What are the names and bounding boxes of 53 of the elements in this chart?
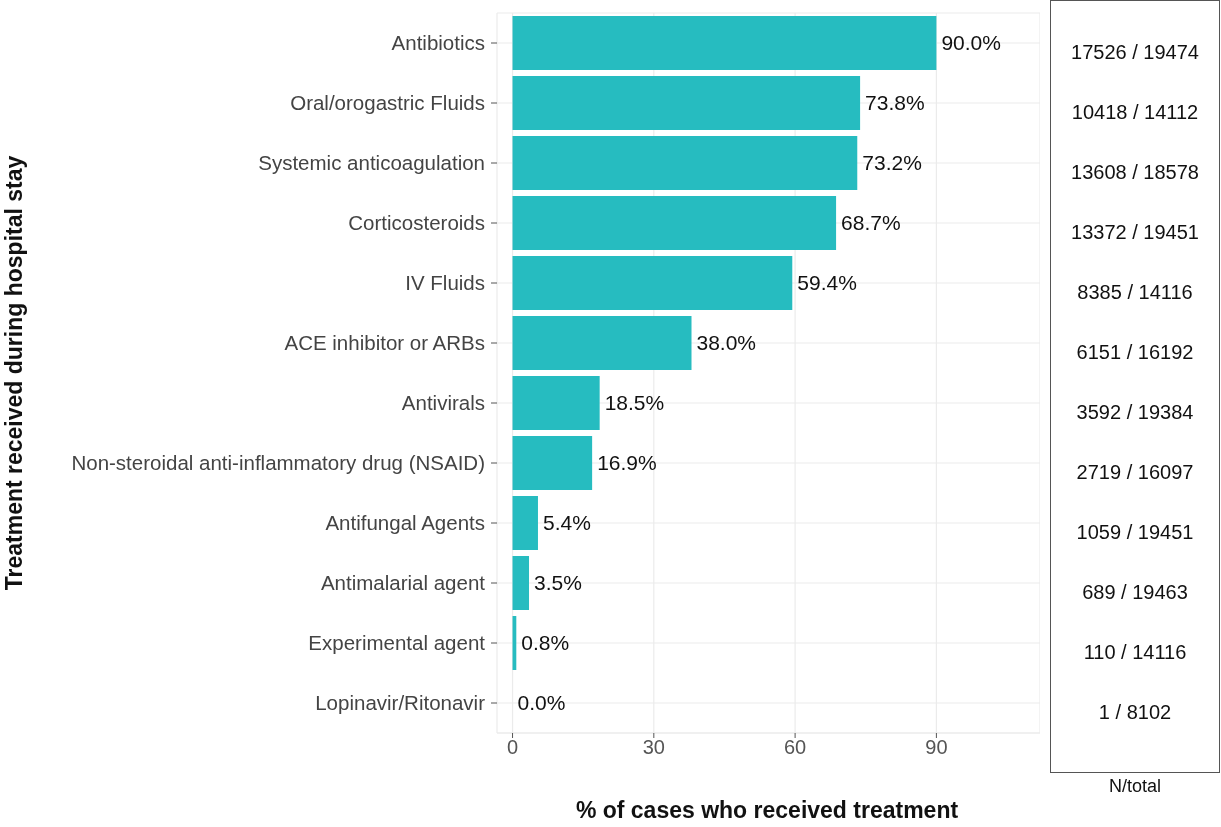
x-tick-label: 0 bbox=[506, 736, 519, 759]
data-label: 73.8% bbox=[865, 91, 925, 115]
text: 13608 / 18578 bbox=[1070, 160, 1200, 184]
bar bbox=[512, 436, 593, 490]
data-label: 59.4% bbox=[797, 271, 857, 295]
text: 110 / 14116 bbox=[1082, 640, 1188, 664]
x-tick-label: 90 bbox=[925, 736, 948, 759]
y-tick-label: IV Fluids bbox=[405, 271, 485, 295]
data-label: 5.4% bbox=[542, 511, 591, 535]
bar bbox=[512, 316, 692, 370]
y-tick-label: Corticosteroids bbox=[348, 211, 485, 235]
text: 2719 / 16097 bbox=[1075, 460, 1195, 484]
bar bbox=[512, 376, 600, 430]
text: 689 / 19463 bbox=[1081, 580, 1189, 604]
bar bbox=[512, 136, 858, 190]
data-label: 68.7% bbox=[841, 211, 901, 235]
y-tick-label: ACE inhibitor or ARBs bbox=[284, 331, 485, 355]
text: 1059 / 19451 bbox=[1075, 520, 1195, 544]
data-label: 3.5% bbox=[534, 571, 582, 595]
text: 17526 / 19474 bbox=[1070, 40, 1200, 64]
text: N/total bbox=[1108, 776, 1162, 797]
y-tick-label: Lopinavir/Ritonavir bbox=[315, 691, 486, 715]
y-tick-label: Antivirals bbox=[401, 391, 485, 415]
data-label: 90.0% bbox=[941, 31, 1001, 55]
x-tick-label: 60 bbox=[783, 736, 807, 759]
y-tick-label: Oral/orogastric Fluids bbox=[290, 91, 485, 115]
bar bbox=[512, 76, 861, 130]
data-label: 0.8% bbox=[521, 631, 570, 655]
bar bbox=[512, 16, 937, 70]
data-label: 38.0% bbox=[696, 331, 757, 355]
y-tick-label: Non-steroidal anti-inflammatory drug (NSAID) bbox=[71, 451, 485, 475]
data-label: 0.0% bbox=[517, 691, 566, 715]
y-axis-title: Treatment received during hospital stay bbox=[1, 155, 28, 591]
bar bbox=[512, 496, 538, 550]
text: 3592 / 19384 bbox=[1075, 400, 1195, 424]
y-tick-label: Antimalarial agent bbox=[320, 571, 486, 595]
text: 13372 / 19451 bbox=[1070, 220, 1200, 244]
y-tick-label: Systemic anticoagulation bbox=[258, 151, 485, 175]
x-axis-title: % of cases who received treatment bbox=[574, 797, 960, 824]
bar bbox=[512, 256, 793, 310]
y-tick-label: Antifungal Agents bbox=[325, 511, 485, 535]
y-tick-label: Antibiotics bbox=[391, 31, 485, 55]
bar bbox=[512, 196, 837, 250]
data-label: 16.9% bbox=[597, 451, 657, 475]
text: 8385 / 14116 bbox=[1076, 280, 1194, 304]
bar bbox=[512, 556, 530, 610]
text: 1 / 8102 bbox=[1097, 700, 1173, 724]
data-label: 18.5% bbox=[604, 391, 665, 415]
y-tick-label: Experimental agent bbox=[308, 631, 486, 655]
text: 6151 / 16192 bbox=[1075, 340, 1195, 364]
data-label: 73.2% bbox=[862, 151, 922, 175]
text: 10418 / 14112 bbox=[1070, 100, 1200, 124]
x-tick-label: 30 bbox=[642, 736, 665, 759]
